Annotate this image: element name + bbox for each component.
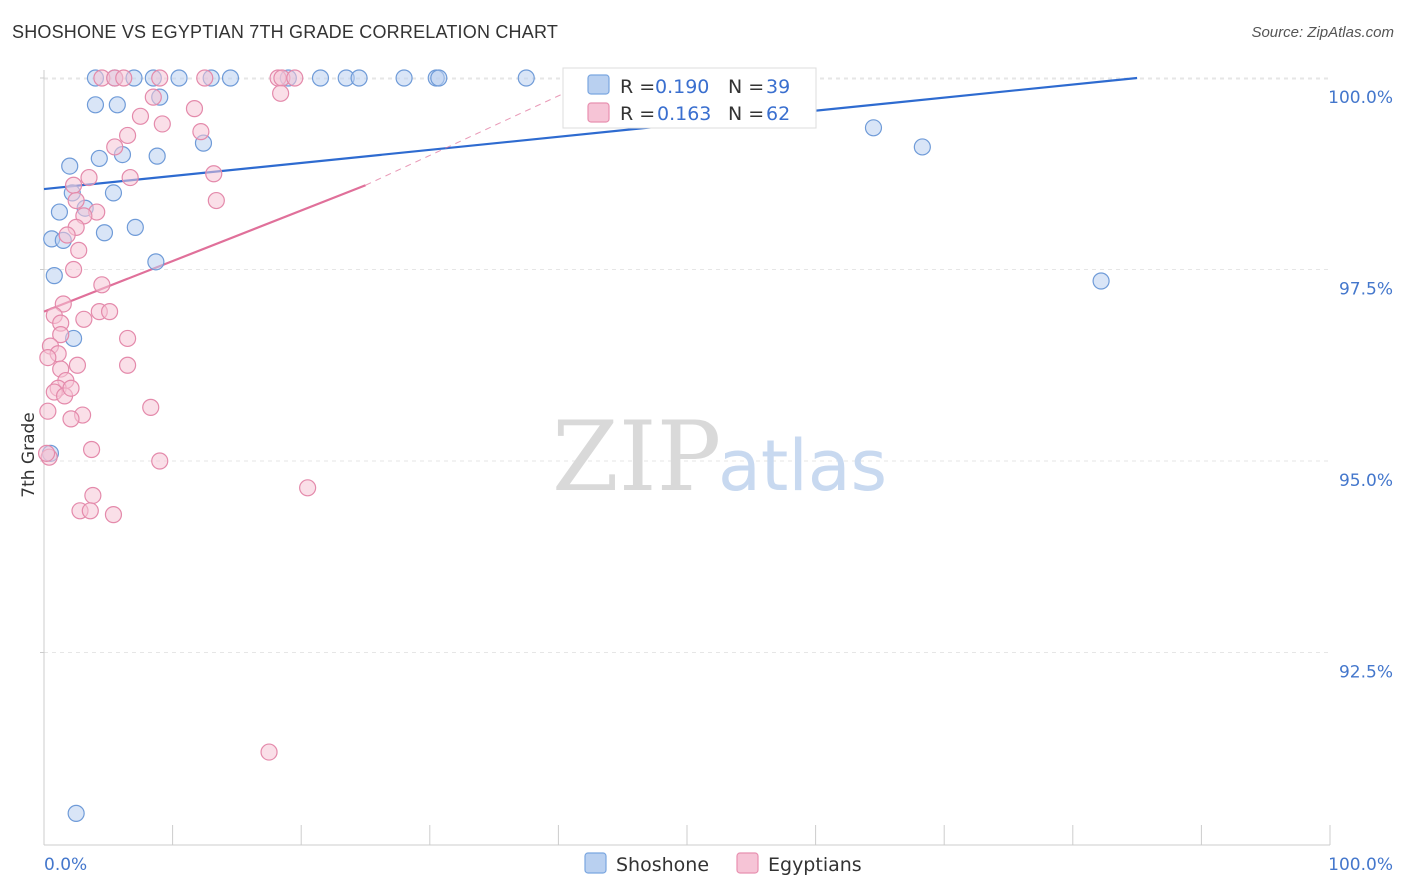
point-shoshone [61,157,79,175]
point-egyptians [144,88,162,106]
point-egyptians [70,241,88,259]
point-egyptians [121,168,139,187]
point-shoshone [95,224,114,242]
y-tick-label: 97.5% [1339,280,1393,300]
point-shoshone [104,184,123,202]
y-tick-label: 92.5% [1339,663,1393,683]
point-shoshone [395,69,413,87]
point-egyptians [37,444,56,462]
point-shoshone [45,267,63,285]
point-egyptians [62,379,80,397]
point-shoshone [170,69,188,87]
point-egyptians [192,123,210,141]
x-tick-label-max: 100.0% [1328,855,1393,875]
point-shoshone [430,69,448,87]
point-egyptians [62,410,80,428]
y-tick-label: 100.0% [1328,88,1393,108]
point-egyptians [39,402,57,420]
point-egyptians [196,69,214,87]
watermark-atlas: atlas [718,425,887,507]
point-egyptians [93,276,111,294]
point-egyptians [151,69,169,87]
point-egyptians [272,84,290,102]
point-egyptians [104,506,123,524]
point-egyptians [39,348,57,367]
point-egyptians [64,176,83,194]
point-egyptians [118,356,137,374]
point-shoshone [517,69,535,87]
point-egyptians [118,126,137,145]
x-tick-label-min: 0.0% [44,855,87,875]
point-shoshone [126,218,144,236]
legend: R = 0.190 N = 39 R = 0.163 N = 62 [562,67,817,129]
point-egyptians [52,326,70,344]
point-egyptians [100,303,119,321]
point-egyptians [80,168,98,187]
legend-r-value-egyptians: 0.163 [657,103,711,125]
legend-n-value-shoshone: 39 [766,76,790,98]
y-tick-labels: 100.0% 97.5% 95.0% 92.5% [1328,88,1393,683]
point-egyptians [75,310,93,328]
grid-lines [44,77,1330,653]
point-egyptians [67,191,85,210]
bottom-legend: Shoshone Egyptians [584,852,862,876]
legend-swatch-egyptians [587,102,610,123]
point-shoshone [221,69,240,87]
point-shoshone [67,804,85,822]
point-egyptians [106,138,124,156]
point-egyptians [153,115,171,133]
point-egyptians [205,165,223,183]
bottom-legend-label-egyptians: Egyptians [768,854,862,876]
point-shoshone [50,203,69,221]
point-egyptians [84,486,102,505]
point-shoshone [108,96,126,114]
y-axis-title: 7th Grade [19,412,39,498]
chart-title: SHOSHONE VS EGYPTIAN 7TH GRADE CORRELATI… [12,22,559,42]
data-points [37,69,1110,822]
point-egyptians [82,440,101,459]
point-egyptians [81,502,99,520]
bottom-legend-swatch-shoshone [584,852,607,874]
point-egyptians [118,329,137,348]
watermark-zip: ZIP [552,401,721,513]
point-egyptians [64,260,83,279]
point-shoshone [311,69,330,87]
y-tick-label: 95.0% [1339,471,1393,491]
trend-line-shoshone [43,76,1138,191]
point-egyptians [260,743,278,761]
bottom-legend-swatch-egyptians [736,852,759,874]
source-credit: Source: ZipAtlas.com [1251,24,1394,41]
legend-n-label-egyptians: N = [728,103,764,125]
legend-r-value-shoshone: 0.190 [655,76,709,98]
point-egyptians [131,107,150,125]
point-egyptians [54,295,72,313]
point-shoshone [86,96,105,114]
point-shoshone [147,253,165,271]
point-shoshone [864,119,883,137]
point-egyptians [115,69,133,87]
legend-r-label-egyptians: R = [620,103,655,125]
point-egyptians [58,226,76,244]
legend-r-label-shoshone: R = [620,76,655,98]
point-egyptians [151,452,169,470]
watermark: ZIP atlas [552,401,887,513]
point-shoshone [90,149,108,168]
point-egyptians [207,191,225,210]
point-shoshone [350,69,368,87]
point-egyptians [299,479,317,497]
trend-line-dashed-egyptians [365,77,598,186]
legend-n-label-shoshone: N = [728,76,764,98]
legend-swatch-shoshone [587,74,610,95]
point-shoshone [913,138,931,156]
point-egyptians [185,100,204,118]
legend-n-value-egyptians: 62 [766,103,790,125]
bottom-legend-label-shoshone: Shoshone [616,854,709,876]
point-egyptians [68,356,87,374]
point-egyptians [286,69,304,87]
point-egyptians [142,398,160,416]
point-shoshone [1092,272,1110,290]
point-shoshone [148,147,166,165]
